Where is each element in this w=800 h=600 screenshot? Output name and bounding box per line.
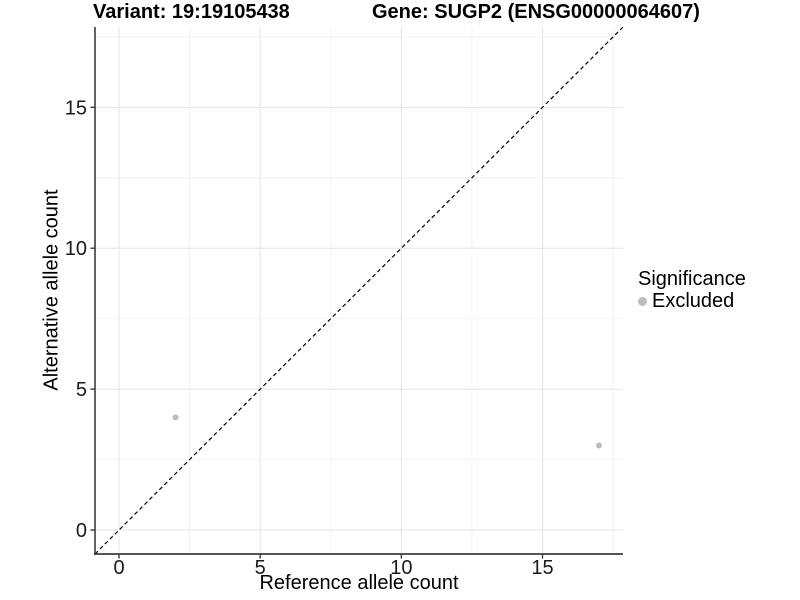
legend-title: Significance (638, 268, 746, 290)
y-tick-label: 15 (65, 97, 87, 119)
x-tick-label: 15 (531, 557, 553, 579)
identity-line (94, 26, 624, 555)
data-point (172, 414, 179, 421)
tick-labels: 0 5 10 15 0 5 10 15 (65, 97, 554, 579)
gene-title: Gene: SUGP2 (ENSG00000064607) (372, 1, 700, 23)
grid-major (95, 27, 623, 554)
legend-item-label: Excluded (652, 290, 735, 312)
y-tick-label: 5 (76, 379, 87, 401)
x-tick-label: 10 (390, 557, 412, 579)
legend: Significance Excluded (638, 268, 746, 312)
excluded-dot-icon (638, 297, 647, 306)
y-tick-label: 0 (76, 520, 87, 542)
variant-title: Variant: 19:19105438 (93, 1, 290, 23)
x-axis-title: Reference allele count (259, 572, 459, 594)
data-point (596, 442, 602, 449)
legend-item-excluded: Excluded (638, 291, 746, 312)
y-tick-label: 10 (65, 238, 87, 260)
data-points (172, 414, 602, 449)
grid-minor (95, 27, 623, 554)
y-axis-title: Alternative allele count (40, 189, 63, 391)
x-tick-label: 0 (113, 557, 124, 579)
x-tick-label: 5 (255, 557, 266, 579)
axis-lines (94, 27, 623, 555)
axis-ticks (90, 106, 544, 559)
